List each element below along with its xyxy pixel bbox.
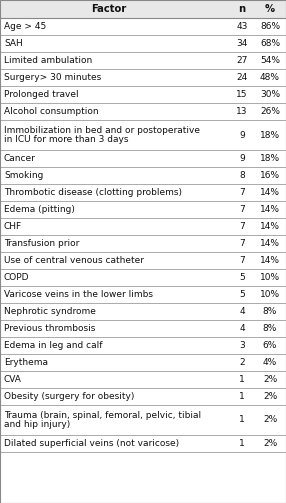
Text: 5: 5 [239,273,245,282]
Text: 2%: 2% [263,439,277,448]
Text: 14%: 14% [260,222,280,231]
Text: Surgery> 30 minutes: Surgery> 30 minutes [4,73,101,82]
Text: 10%: 10% [260,273,280,282]
Text: 24: 24 [236,73,248,82]
Text: COPD: COPD [4,273,29,282]
Text: Limited ambulation: Limited ambulation [4,56,92,65]
Text: 4: 4 [239,307,245,316]
Text: 2%: 2% [263,415,277,425]
Text: 43: 43 [236,22,248,31]
Text: 14%: 14% [260,205,280,214]
Text: 4%: 4% [263,358,277,367]
Text: 9: 9 [239,130,245,139]
Text: 86%: 86% [260,22,280,31]
Text: Smoking: Smoking [4,171,43,180]
Text: 4: 4 [239,324,245,333]
Text: Nephrotic syndrome: Nephrotic syndrome [4,307,96,316]
Text: Alcohol consumption: Alcohol consumption [4,107,99,116]
Text: 48%: 48% [260,73,280,82]
Text: 18%: 18% [260,130,280,139]
Text: Transfusion prior: Transfusion prior [4,239,80,248]
Text: Edema in leg and calf: Edema in leg and calf [4,341,102,350]
Bar [0,0,286,18]
Text: 7: 7 [239,188,245,197]
Text: 54%: 54% [260,56,280,65]
Text: 1: 1 [239,375,245,384]
Text: 14%: 14% [260,239,280,248]
Text: 10%: 10% [260,290,280,299]
Text: Immobilization in bed and or postoperative: Immobilization in bed and or postoperati… [4,126,200,135]
Text: CVA: CVA [4,375,22,384]
Text: and hip injury): and hip injury) [4,420,70,429]
Text: Obesity (surgery for obesity): Obesity (surgery for obesity) [4,392,134,401]
Text: 9: 9 [239,154,245,163]
Text: 2%: 2% [263,392,277,401]
Text: Edema (pitting): Edema (pitting) [4,205,75,214]
Text: Dilated superficial veins (not varicose): Dilated superficial veins (not varicose) [4,439,179,448]
Text: 3: 3 [239,341,245,350]
Text: 16%: 16% [260,171,280,180]
Text: Previous thrombosis: Previous thrombosis [4,324,95,333]
Text: 1: 1 [239,415,245,425]
Text: 2%: 2% [263,375,277,384]
Text: 27: 27 [236,56,248,65]
Text: 8%: 8% [263,307,277,316]
Text: Trauma (brain, spinal, femoral, pelvic, tibial: Trauma (brain, spinal, femoral, pelvic, … [4,411,201,420]
Text: 1: 1 [239,439,245,448]
Text: 26%: 26% [260,107,280,116]
Text: Factor: Factor [91,4,126,14]
Text: %: % [265,4,275,14]
Text: 8: 8 [239,171,245,180]
Text: CHF: CHF [4,222,22,231]
Text: Prolonged travel: Prolonged travel [4,90,79,99]
Text: 7: 7 [239,222,245,231]
Text: 7: 7 [239,239,245,248]
Text: 2: 2 [239,358,245,367]
Text: 7: 7 [239,256,245,265]
Text: Thrombotic disease (clotting problems): Thrombotic disease (clotting problems) [4,188,182,197]
Text: 15: 15 [236,90,248,99]
Text: 1: 1 [239,392,245,401]
Text: 6%: 6% [263,341,277,350]
Text: 34: 34 [236,39,248,48]
Text: 30%: 30% [260,90,280,99]
Text: 8%: 8% [263,324,277,333]
Text: Use of central venous catheter: Use of central venous catheter [4,256,144,265]
Text: 68%: 68% [260,39,280,48]
Text: 14%: 14% [260,188,280,197]
Text: n: n [239,4,246,14]
Text: 18%: 18% [260,154,280,163]
Text: SAH: SAH [4,39,23,48]
Text: in ICU for more than 3 days: in ICU for more than 3 days [4,135,128,144]
Text: 5: 5 [239,290,245,299]
Text: 13: 13 [236,107,248,116]
Text: 7: 7 [239,205,245,214]
Text: Age > 45: Age > 45 [4,22,46,31]
Text: Varicose veins in the lower limbs: Varicose veins in the lower limbs [4,290,153,299]
Text: Cancer: Cancer [4,154,36,163]
Text: Erythema: Erythema [4,358,48,367]
Text: 14%: 14% [260,256,280,265]
